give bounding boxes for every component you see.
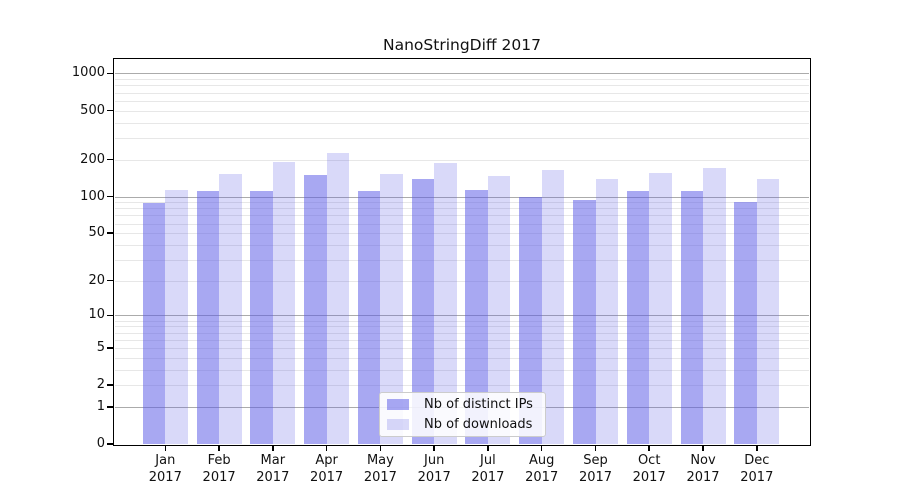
y-tick-label-1: 1: [96, 398, 105, 414]
x-tick-label-may: May 2017: [363, 453, 397, 485]
legend-swatch-ips: [387, 399, 409, 410]
x-tick-label-feb: Feb 2017: [202, 453, 236, 485]
y-tick-label-10: 10: [88, 307, 105, 323]
x-tick-label-nov: Nov 2017: [686, 453, 720, 485]
legend-label-downloads: Nb of downloads: [424, 417, 533, 432]
chart-title: NanoStringDiff 2017: [383, 36, 541, 54]
legend-label-ips: Nb of distinct IPs: [424, 397, 533, 412]
y-tick-label-500: 500: [80, 102, 105, 118]
x-tick-label-mar: Mar 2017: [256, 453, 290, 485]
x-tick-label-dec: Dec 2017: [740, 453, 774, 485]
x-tick-label-aug: Aug 2017: [525, 453, 559, 485]
y-tick-label-2: 2: [96, 377, 105, 393]
y-tick-label-5: 5: [96, 339, 105, 355]
x-tick-label-apr: Apr 2017: [310, 453, 344, 485]
legend: Nb of distinct IPs Nb of downloads: [379, 392, 546, 437]
x-tick-label-oct: Oct 2017: [632, 453, 666, 485]
y-tick-label-1000: 1000: [71, 65, 105, 81]
x-tick-label-jun: Jun 2017: [417, 453, 451, 485]
legend-item-downloads: Nb of downloads: [387, 416, 537, 433]
y-tick-label-0: 0: [96, 436, 105, 451]
plot-frame: [113, 58, 811, 446]
x-tick-label-sep: Sep 2017: [578, 453, 613, 485]
x-tick-label-jan: Jan 2017: [148, 453, 182, 485]
y-tick-label-100: 100: [80, 188, 105, 204]
legend-item-distinct-ips: Nb of distinct IPs: [387, 396, 537, 413]
legend-swatch-downloads: [387, 419, 409, 430]
x-tick-label-jul: Jul 2017: [471, 453, 505, 485]
y-tick-label-200: 200: [80, 151, 105, 167]
y-tick-label-20: 20: [88, 272, 105, 288]
y-tick-label-50: 50: [88, 225, 105, 241]
